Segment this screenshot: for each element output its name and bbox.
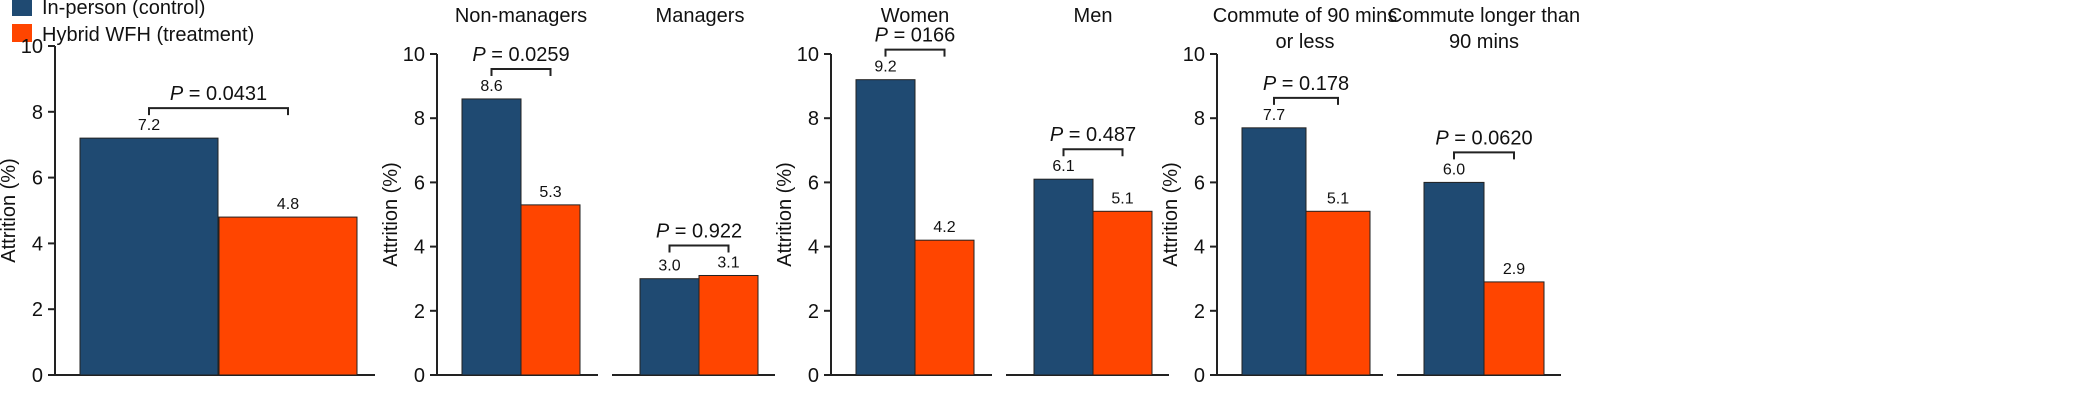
- bar-value-label: 5.3: [539, 184, 561, 201]
- significance-bracket: [884, 48, 946, 57]
- y-tick-label: 2: [1194, 301, 1205, 323]
- bar-control: [461, 98, 522, 376]
- bar-control: [1241, 127, 1307, 376]
- y-tick-label: 10: [797, 44, 819, 66]
- legend-swatch-treatment: [12, 24, 32, 42]
- legend: In-person (control) Hybrid WFH (treatmen…: [12, 0, 254, 46]
- legend-swatch-control: [12, 0, 32, 16]
- significance-bracket: [1273, 96, 1339, 105]
- bar-treatment: [1483, 281, 1545, 376]
- legend-label-control: In-person (control): [42, 0, 205, 19]
- y-tick-label: 6: [414, 172, 425, 194]
- bar-value-label: 9.2: [874, 59, 896, 76]
- p-value-label: P = 0.0620: [1435, 127, 1532, 149]
- bar-value-label: 3.0: [658, 258, 680, 275]
- bar-treatment: [218, 216, 358, 376]
- chart-panel-2: 0 2 4 6 8 10 Attrition (%) Non-managers 8.6 5.3 P …: [380, 5, 775, 387]
- plot-area: 0 2 4 6 8 10 Attrition (%) 7.2 4.8 P = 0.0431 0 2 4 6…: [0, 5, 1580, 387]
- group-title: 90 mins: [1449, 31, 1519, 53]
- group-title: Commute of 90 mins: [1213, 5, 1398, 27]
- y-tick-label: 8: [32, 102, 43, 124]
- y-tick-label: 10: [403, 44, 425, 66]
- y-tick-label: 4: [414, 237, 425, 259]
- p-value-label: P = 0.487: [1050, 124, 1136, 146]
- bar-value-label: 8.6: [480, 78, 502, 95]
- group-title: or less: [1276, 31, 1335, 53]
- bar-treatment: [520, 204, 581, 376]
- bar-treatment: [1305, 210, 1371, 376]
- chart-panel-3: 0 2 4 6 8 10 Attrition (%) Women 9.2 4.2 P = 0166 M…: [774, 5, 1169, 387]
- y-tick-label: 2: [32, 299, 43, 321]
- y-axis-title: Attrition (%): [1160, 162, 1182, 266]
- y-tick-label: 6: [32, 168, 43, 190]
- p-value-label: P = 0.0259: [472, 44, 569, 66]
- bar-value-label: 7.2: [138, 117, 160, 134]
- y-tick-label: 4: [32, 233, 43, 255]
- significance-bracket: [1453, 151, 1515, 160]
- y-tick-label: 4: [1194, 237, 1205, 259]
- bar-treatment: [1092, 210, 1153, 376]
- bar-treatment: [698, 274, 759, 376]
- group-title: Commute longer than: [1388, 5, 1580, 27]
- bar-value-label: 6.0: [1443, 161, 1465, 178]
- bar-treatment: [914, 239, 975, 376]
- y-tick-label: 6: [1194, 172, 1205, 194]
- bar-value-label: 5.1: [1327, 190, 1349, 207]
- p-value-label: P = 0.0431: [170, 83, 267, 105]
- y-tick-label: 0: [808, 365, 819, 387]
- chart-panel-4: 0 2 4 6 8 10 Attrition (%) Commute of 90 mins or…: [1160, 5, 1580, 387]
- p-value-label: P = 0.922: [656, 220, 742, 242]
- significance-bracket: [1062, 148, 1124, 157]
- group-title: Men: [1074, 5, 1113, 27]
- bar-value-label: 5.1: [1111, 190, 1133, 207]
- y-tick-label: 2: [414, 301, 425, 323]
- bar-value-label: 6.1: [1052, 158, 1074, 175]
- y-tick-label: 10: [21, 36, 43, 58]
- legend-label-treatment: Hybrid WFH (treatment): [42, 24, 254, 46]
- group-title: Non-managers: [455, 5, 587, 27]
- bar-control: [79, 137, 219, 376]
- y-tick-label: 0: [414, 365, 425, 387]
- group-title: Women: [881, 5, 950, 27]
- significance-bracket: [668, 244, 730, 253]
- p-value-label: P = 0166: [875, 25, 956, 47]
- bar-control: [1423, 181, 1485, 376]
- bar-value-label: 4.8: [277, 196, 299, 213]
- y-axis-title: Attrition (%): [0, 158, 20, 262]
- y-tick-label: 8: [808, 108, 819, 130]
- y-axis-title: Attrition (%): [380, 162, 402, 266]
- bar-control: [855, 79, 916, 376]
- bar-control: [1033, 178, 1094, 376]
- bar-control: [639, 278, 700, 376]
- y-tick-label: 6: [808, 172, 819, 194]
- bar-value-label: 2.9: [1503, 261, 1525, 278]
- chart-panel-1: 0 2 4 6 8 10 Attrition (%) 7.2 4.8 P = 0.0431: [0, 36, 375, 387]
- bar-value-label: 3.1: [717, 254, 739, 271]
- y-tick-label: 0: [32, 365, 43, 387]
- significance-bracket: [490, 67, 552, 76]
- group-title: Managers: [656, 5, 745, 27]
- bar-value-label: 4.2: [933, 219, 955, 236]
- y-tick-label: 8: [414, 108, 425, 130]
- y-tick-label: 0: [1194, 365, 1205, 387]
- p-value-label: P = 0.178: [1263, 73, 1349, 95]
- significance-bracket: [148, 107, 289, 116]
- y-tick-label: 10: [1183, 44, 1205, 66]
- y-tick-label: 2: [808, 301, 819, 323]
- y-tick-label: 4: [808, 237, 819, 259]
- bar-value-label: 7.7: [1263, 107, 1285, 124]
- y-axis-title: Attrition (%): [774, 162, 796, 266]
- y-tick-label: 8: [1194, 108, 1205, 130]
